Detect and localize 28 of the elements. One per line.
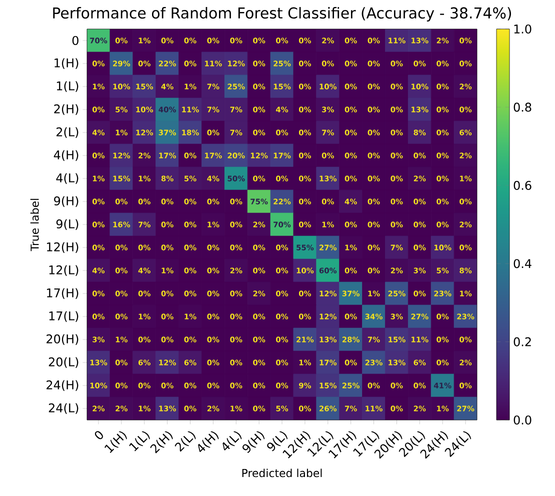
y-tick-label: 17(H) bbox=[47, 288, 78, 299]
x-tick-label: 4(L) bbox=[222, 431, 242, 450]
y-tick-label: 2(L) bbox=[56, 127, 78, 138]
y-tick-label: 12(L) bbox=[49, 265, 78, 276]
color-bar-label: 0.2 bbox=[514, 337, 531, 346]
y-tick-label: 2(H) bbox=[54, 104, 78, 115]
y-tick-label: 20(H) bbox=[46, 334, 78, 345]
color-bar-label: 0.6 bbox=[514, 180, 532, 190]
y-tick-label: 9(L) bbox=[56, 219, 78, 230]
color-bar-label: 0.0 bbox=[514, 415, 532, 425]
y-tick-label: 1(L) bbox=[56, 81, 78, 92]
color-bar-label: 1.0 bbox=[514, 24, 532, 34]
y-tick-label: 12(H) bbox=[47, 242, 78, 253]
y-tick-label: 4(L) bbox=[56, 173, 78, 184]
y-tick-label: 1(H) bbox=[54, 58, 78, 69]
color-bar-label: 0.4 bbox=[514, 259, 532, 268]
x-tick-label: 0 bbox=[94, 431, 103, 440]
x-axis-title: Predicted label bbox=[242, 468, 322, 478]
color-bar-label: 0.8 bbox=[514, 102, 532, 112]
y-axis-title: True label bbox=[30, 198, 39, 252]
y-tick-label: 24(H) bbox=[46, 380, 78, 391]
y-tick-label: 24(L) bbox=[48, 403, 78, 414]
y-tick-label: 4(H) bbox=[54, 150, 78, 161]
chart-title: Performance of Random Forest Classifier (Accuracy - 38.74%) bbox=[53, 7, 511, 22]
y-tick-label: 20(L) bbox=[48, 357, 78, 368]
y-tick-label: 17(L) bbox=[49, 311, 78, 322]
y-tick-label: 0 bbox=[72, 36, 78, 46]
y-tick-label: 9(H) bbox=[54, 196, 78, 207]
